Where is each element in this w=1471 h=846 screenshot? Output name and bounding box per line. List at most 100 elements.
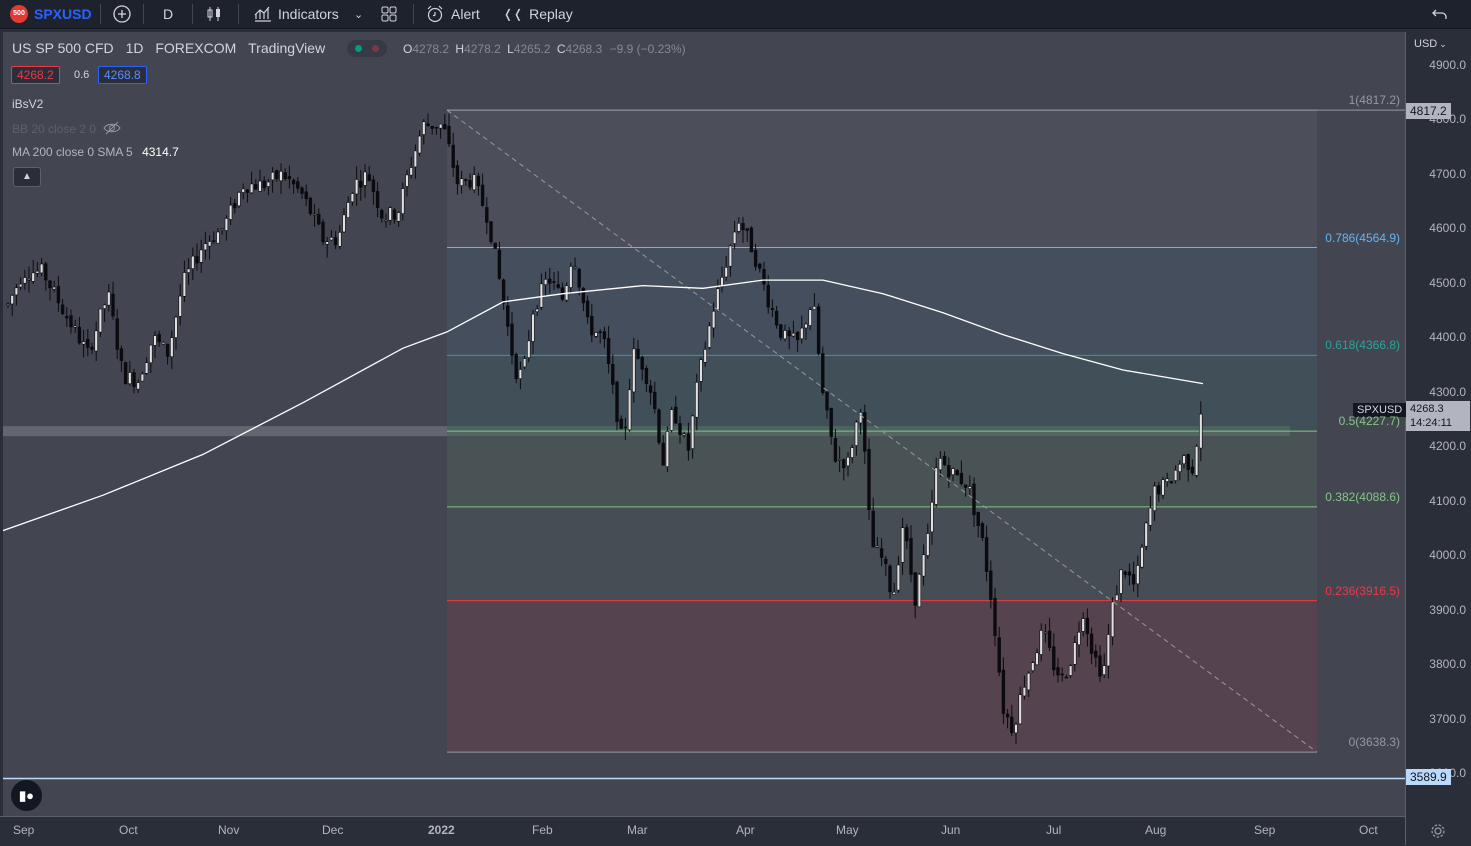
indicator-ibsv2[interactable]: iBsV2	[12, 97, 43, 111]
open-value: 4278.2	[412, 42, 450, 56]
candle-down	[758, 263, 762, 269]
candle-up	[1182, 455, 1186, 464]
indicator-bb-label: BB 20 close 2 0	[12, 122, 97, 136]
candle-down	[1094, 650, 1098, 658]
candle-up	[850, 447, 854, 458]
candle-down	[392, 209, 397, 220]
candle-up	[258, 180, 262, 192]
candle-up	[342, 214, 346, 233]
ask-value: 4268.8	[104, 68, 141, 82]
candle-down	[380, 209, 384, 219]
price-tick-label: 3900.0	[1429, 602, 1466, 617]
open-label: O	[403, 42, 413, 56]
price-axis[interactable]: USD ⌄ 4900.0 4800.0 4700.0 4600.0 4500.0 4400.…	[1405, 32, 1471, 845]
bar-countdown: 14:24:11	[1410, 417, 1453, 429]
replay-button[interactable]: ❬❬ Replay	[503, 0, 573, 28]
candle-down	[1064, 676, 1069, 679]
eye-hidden-icon[interactable]	[103, 121, 121, 135]
candle-up	[531, 313, 535, 342]
candle-up	[459, 178, 464, 186]
time-axis[interactable]	[0, 816, 1405, 846]
candle-up	[1039, 630, 1043, 655]
market-status-toggle[interactable]	[347, 40, 387, 57]
fib-level-label: 0.236(3916.5)	[1325, 583, 1400, 598]
plus-circle-icon	[113, 5, 131, 23]
candle-down	[262, 180, 266, 189]
candle-down	[825, 391, 829, 411]
candle-down	[1123, 571, 1127, 575]
close-value: 4268.3	[565, 42, 603, 56]
candle-up	[1026, 672, 1031, 691]
collapse-legend-button[interactable]: ▲	[13, 167, 41, 187]
candle-down	[1186, 454, 1190, 470]
candle-down	[997, 637, 1001, 673]
candle-up	[699, 359, 703, 382]
candle-up	[170, 337, 174, 358]
chart-type-button[interactable]	[205, 0, 223, 28]
candle-down	[212, 240, 216, 242]
compare-button[interactable]	[112, 0, 132, 28]
sell-price-button[interactable]: 4268.2	[11, 66, 60, 84]
candle-down	[77, 326, 82, 344]
candle-down	[195, 256, 199, 264]
candle-up	[350, 193, 355, 203]
symbol-price-tag: SPXUSD	[1352, 402, 1408, 418]
candle-down	[623, 426, 628, 429]
chevron-down-icon: ⌄	[354, 8, 364, 21]
candle-down	[1127, 571, 1132, 576]
time-tick-label: Sep	[1254, 823, 1276, 837]
candle-down	[829, 407, 833, 437]
candle-down	[993, 597, 997, 636]
rewind-icon: ❬❬	[503, 7, 524, 21]
fib-zone	[447, 431, 1317, 507]
candle-up	[102, 304, 107, 309]
candle-down	[821, 353, 825, 394]
candle-down	[308, 197, 313, 215]
candle-down	[653, 391, 657, 410]
tradingview-logo[interactable]: ▮●	[11, 780, 42, 811]
candle-up	[1165, 478, 1169, 482]
candle-up	[707, 325, 712, 348]
indicator-bb[interactable]: BB 20 close 2 0	[12, 121, 121, 136]
candle-up	[241, 188, 245, 193]
chart-settings-button[interactable]	[1430, 823, 1446, 844]
indicator-ma200[interactable]: MA 200 close 0 SMA 5 4314.7	[12, 145, 179, 159]
undo-button[interactable]	[1432, 0, 1448, 28]
candle-down	[745, 228, 749, 231]
alarm-clock-icon	[427, 5, 443, 23]
candle-down	[464, 179, 468, 181]
symbol-badge-icon: 500	[10, 5, 28, 23]
indicators-dropdown[interactable]: ⌄	[354, 0, 363, 28]
market-closed-dot-icon	[372, 45, 379, 52]
candle-up	[934, 467, 938, 505]
interval-button[interactable]: D	[163, 0, 173, 28]
currency-selector[interactable]: USD ⌄	[1414, 38, 1447, 50]
time-tick-label: Sep	[13, 823, 35, 837]
candle-down	[1131, 574, 1136, 585]
candle-up	[682, 433, 686, 436]
candle-up	[1081, 618, 1085, 632]
candle-up	[396, 212, 401, 222]
chart-pane[interactable]	[3, 32, 1405, 816]
candle-down	[871, 510, 875, 548]
candle-down	[611, 363, 615, 385]
candle-up	[203, 243, 208, 251]
candle-down	[674, 406, 678, 424]
market-open-dot-icon	[355, 45, 362, 52]
price-tick-label: 4400.0	[1429, 330, 1466, 345]
candle-up	[812, 305, 817, 310]
candle-down	[774, 310, 779, 326]
buy-price-button[interactable]: 4268.8	[98, 66, 147, 84]
candle-up	[199, 249, 203, 263]
alert-button[interactable]: Alert	[425, 0, 480, 28]
candle-down	[157, 334, 161, 343]
fib-zone	[447, 600, 1317, 753]
price-chart-canvas[interactable]	[3, 32, 1405, 816]
legend-exchange: FOREXCOM	[155, 40, 237, 56]
symbol-search[interactable]: 500 SPXUSD	[10, 0, 92, 28]
candle-down	[741, 223, 745, 231]
candle-down	[375, 190, 380, 208]
indicators-button[interactable]: Indicators	[253, 0, 339, 28]
candle-up	[384, 220, 388, 222]
layout-button[interactable]	[380, 0, 398, 28]
